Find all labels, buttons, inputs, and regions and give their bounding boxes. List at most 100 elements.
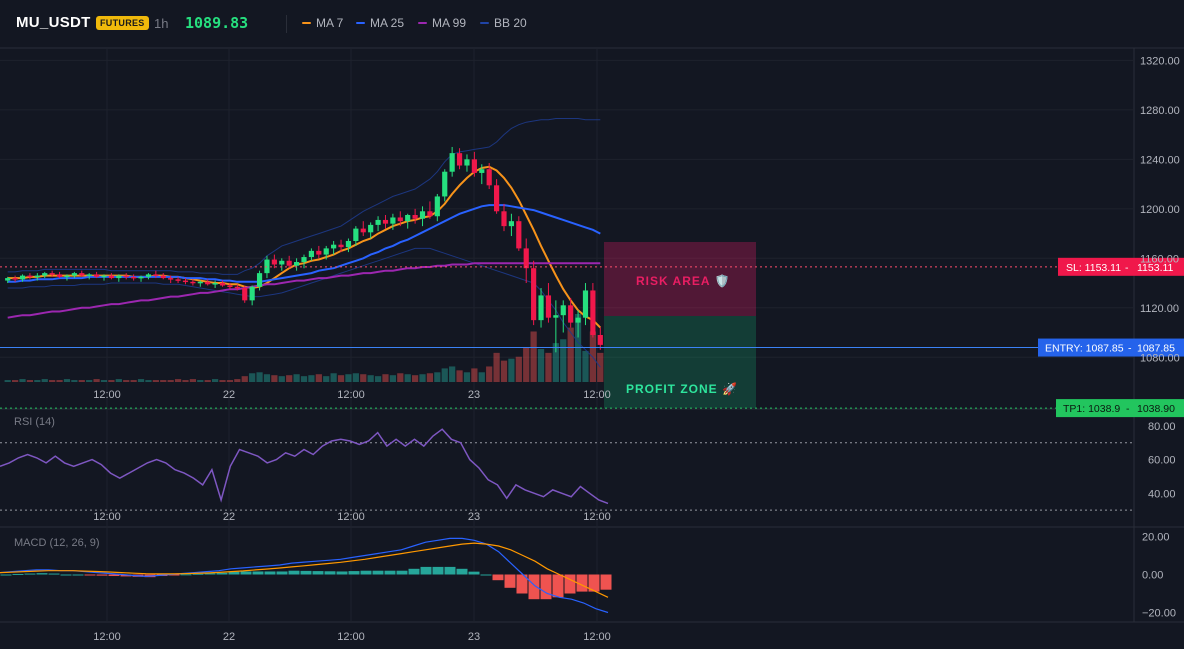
candle-body	[27, 275, 33, 278]
ma-99-line	[7, 262, 601, 319]
volume-bar	[271, 375, 278, 382]
candle-body	[464, 159, 470, 166]
macd-histogram-bar	[504, 574, 516, 588]
legend-bb20[interactable]: BB 20	[480, 16, 527, 30]
volume-bar	[123, 380, 130, 382]
timeframe-selector[interactable]: 1h	[154, 16, 169, 31]
price-axis-label: 1120.00	[1140, 303, 1179, 315]
macd-histogram-bar	[240, 571, 252, 575]
candle-body	[249, 286, 255, 301]
volume-bar	[367, 375, 374, 382]
sl-tag[interactable]: SL: 1153.11 - 1153.11	[1058, 257, 1184, 276]
macd-histogram-bar	[192, 573, 204, 575]
candle-body	[86, 274, 92, 276]
time-axis-label: 12:00	[93, 631, 121, 643]
axes: 1320.00 1280.00 1240.00 1200.00 1160.00 1120.…	[93, 55, 1180, 643]
volume-bar	[4, 380, 11, 382]
bb-20-upper-line	[7, 118, 601, 275]
volume-bar	[530, 331, 537, 382]
ma25-swatch	[356, 22, 365, 24]
candle-body	[331, 244, 337, 249]
candle-body	[442, 171, 448, 197]
grid-lines	[0, 48, 1134, 622]
candle-body	[360, 228, 366, 233]
candle-body	[308, 250, 314, 258]
volume-bar	[174, 379, 182, 382]
volume-bar	[582, 350, 589, 382]
candle-body	[5, 278, 11, 281]
legend-ma25[interactable]: MA 25	[356, 16, 404, 30]
symbol-name[interactable]: MU_USDT	[16, 14, 91, 31]
chart-header: MU_USDT FUTURES 1h 1089.83 MA 7 MA 25 MA…	[0, 0, 1184, 48]
price-axis-label: 1280.00	[1140, 105, 1180, 117]
legend-label: MA 25	[370, 16, 405, 30]
candle-body	[219, 283, 226, 286]
volume-bar	[315, 374, 322, 382]
tp-tag[interactable]: TP1: 1038.9 - 1038.90	[1056, 399, 1184, 418]
macd-histogram-bar	[600, 574, 612, 590]
volume-bar	[360, 374, 367, 382]
legend-ma7[interactable]: MA 7	[302, 16, 343, 30]
volume-bar	[108, 380, 115, 382]
candle-body	[531, 268, 537, 321]
entry-tag-background	[1038, 338, 1184, 357]
price-axis-label: 1200.00	[1140, 204, 1180, 216]
futures-badge: FUTURES	[96, 16, 149, 30]
candle-body	[456, 153, 463, 166]
entry-tag-price: 1087.85	[1137, 343, 1175, 355]
volume-bar	[352, 373, 359, 382]
volume-bar	[41, 379, 48, 382]
candle-body	[516, 221, 522, 249]
candle-body	[271, 259, 277, 265]
time-axis-label: 23	[468, 631, 480, 643]
volume-bar	[441, 368, 448, 382]
candle-body	[145, 274, 152, 277]
candle-body	[256, 273, 263, 287]
tp-tag-background	[1056, 399, 1184, 418]
macd-histogram-bar	[564, 574, 576, 594]
candle-body	[94, 274, 100, 277]
candle-body	[12, 278, 18, 280]
time-axis-label: 12:00	[93, 389, 121, 401]
legend-ma99[interactable]: MA 99	[418, 16, 466, 30]
candle-body	[101, 275, 107, 278]
ma7-swatch	[302, 22, 311, 24]
volume-bar	[167, 380, 174, 382]
ma-7-line	[7, 165, 602, 329]
candle-body	[434, 196, 440, 217]
macd-histogram-bar	[348, 571, 360, 575]
volume-bar	[278, 376, 285, 382]
volume-bar	[323, 376, 330, 382]
candle-body	[168, 278, 174, 280]
volume-bar	[449, 366, 456, 382]
rsi-title: RSI (14)	[14, 416, 55, 428]
volume-bar	[463, 372, 471, 382]
candle-body	[390, 217, 396, 224]
volume-bar	[86, 380, 93, 382]
price-axis-label: 1240.00	[1140, 154, 1180, 166]
macd-histogram-bar	[300, 570, 312, 575]
macd-histogram-bar	[468, 571, 480, 575]
risk-zone[interactable]	[604, 242, 756, 316]
candle-body	[553, 315, 559, 318]
volume-bar	[486, 366, 493, 382]
profit-zone[interactable]	[604, 316, 756, 408]
candle-body	[368, 224, 374, 233]
price-axis-label: 1320.00	[1140, 55, 1180, 67]
time-axis-label: 23	[468, 511, 480, 523]
macd-histogram-bar	[204, 573, 216, 575]
macd-histogram-bar	[24, 573, 36, 575]
candle-body	[131, 276, 137, 279]
candle-body	[575, 317, 581, 323]
legend-label: BB 20	[494, 16, 527, 30]
macd-histogram-bar	[0, 574, 12, 576]
candle-body	[353, 228, 359, 241]
volume-bar	[523, 347, 530, 382]
volume-bar	[374, 376, 382, 382]
volume-bar	[508, 358, 515, 382]
signal-line	[0, 542, 609, 598]
tp-tag-label: TP1: 1038.9	[1063, 403, 1120, 415]
macd-histogram-bar	[360, 570, 372, 575]
entry-tag[interactable]: ENTRY: 1087.85 - 1087.85	[1038, 338, 1184, 357]
